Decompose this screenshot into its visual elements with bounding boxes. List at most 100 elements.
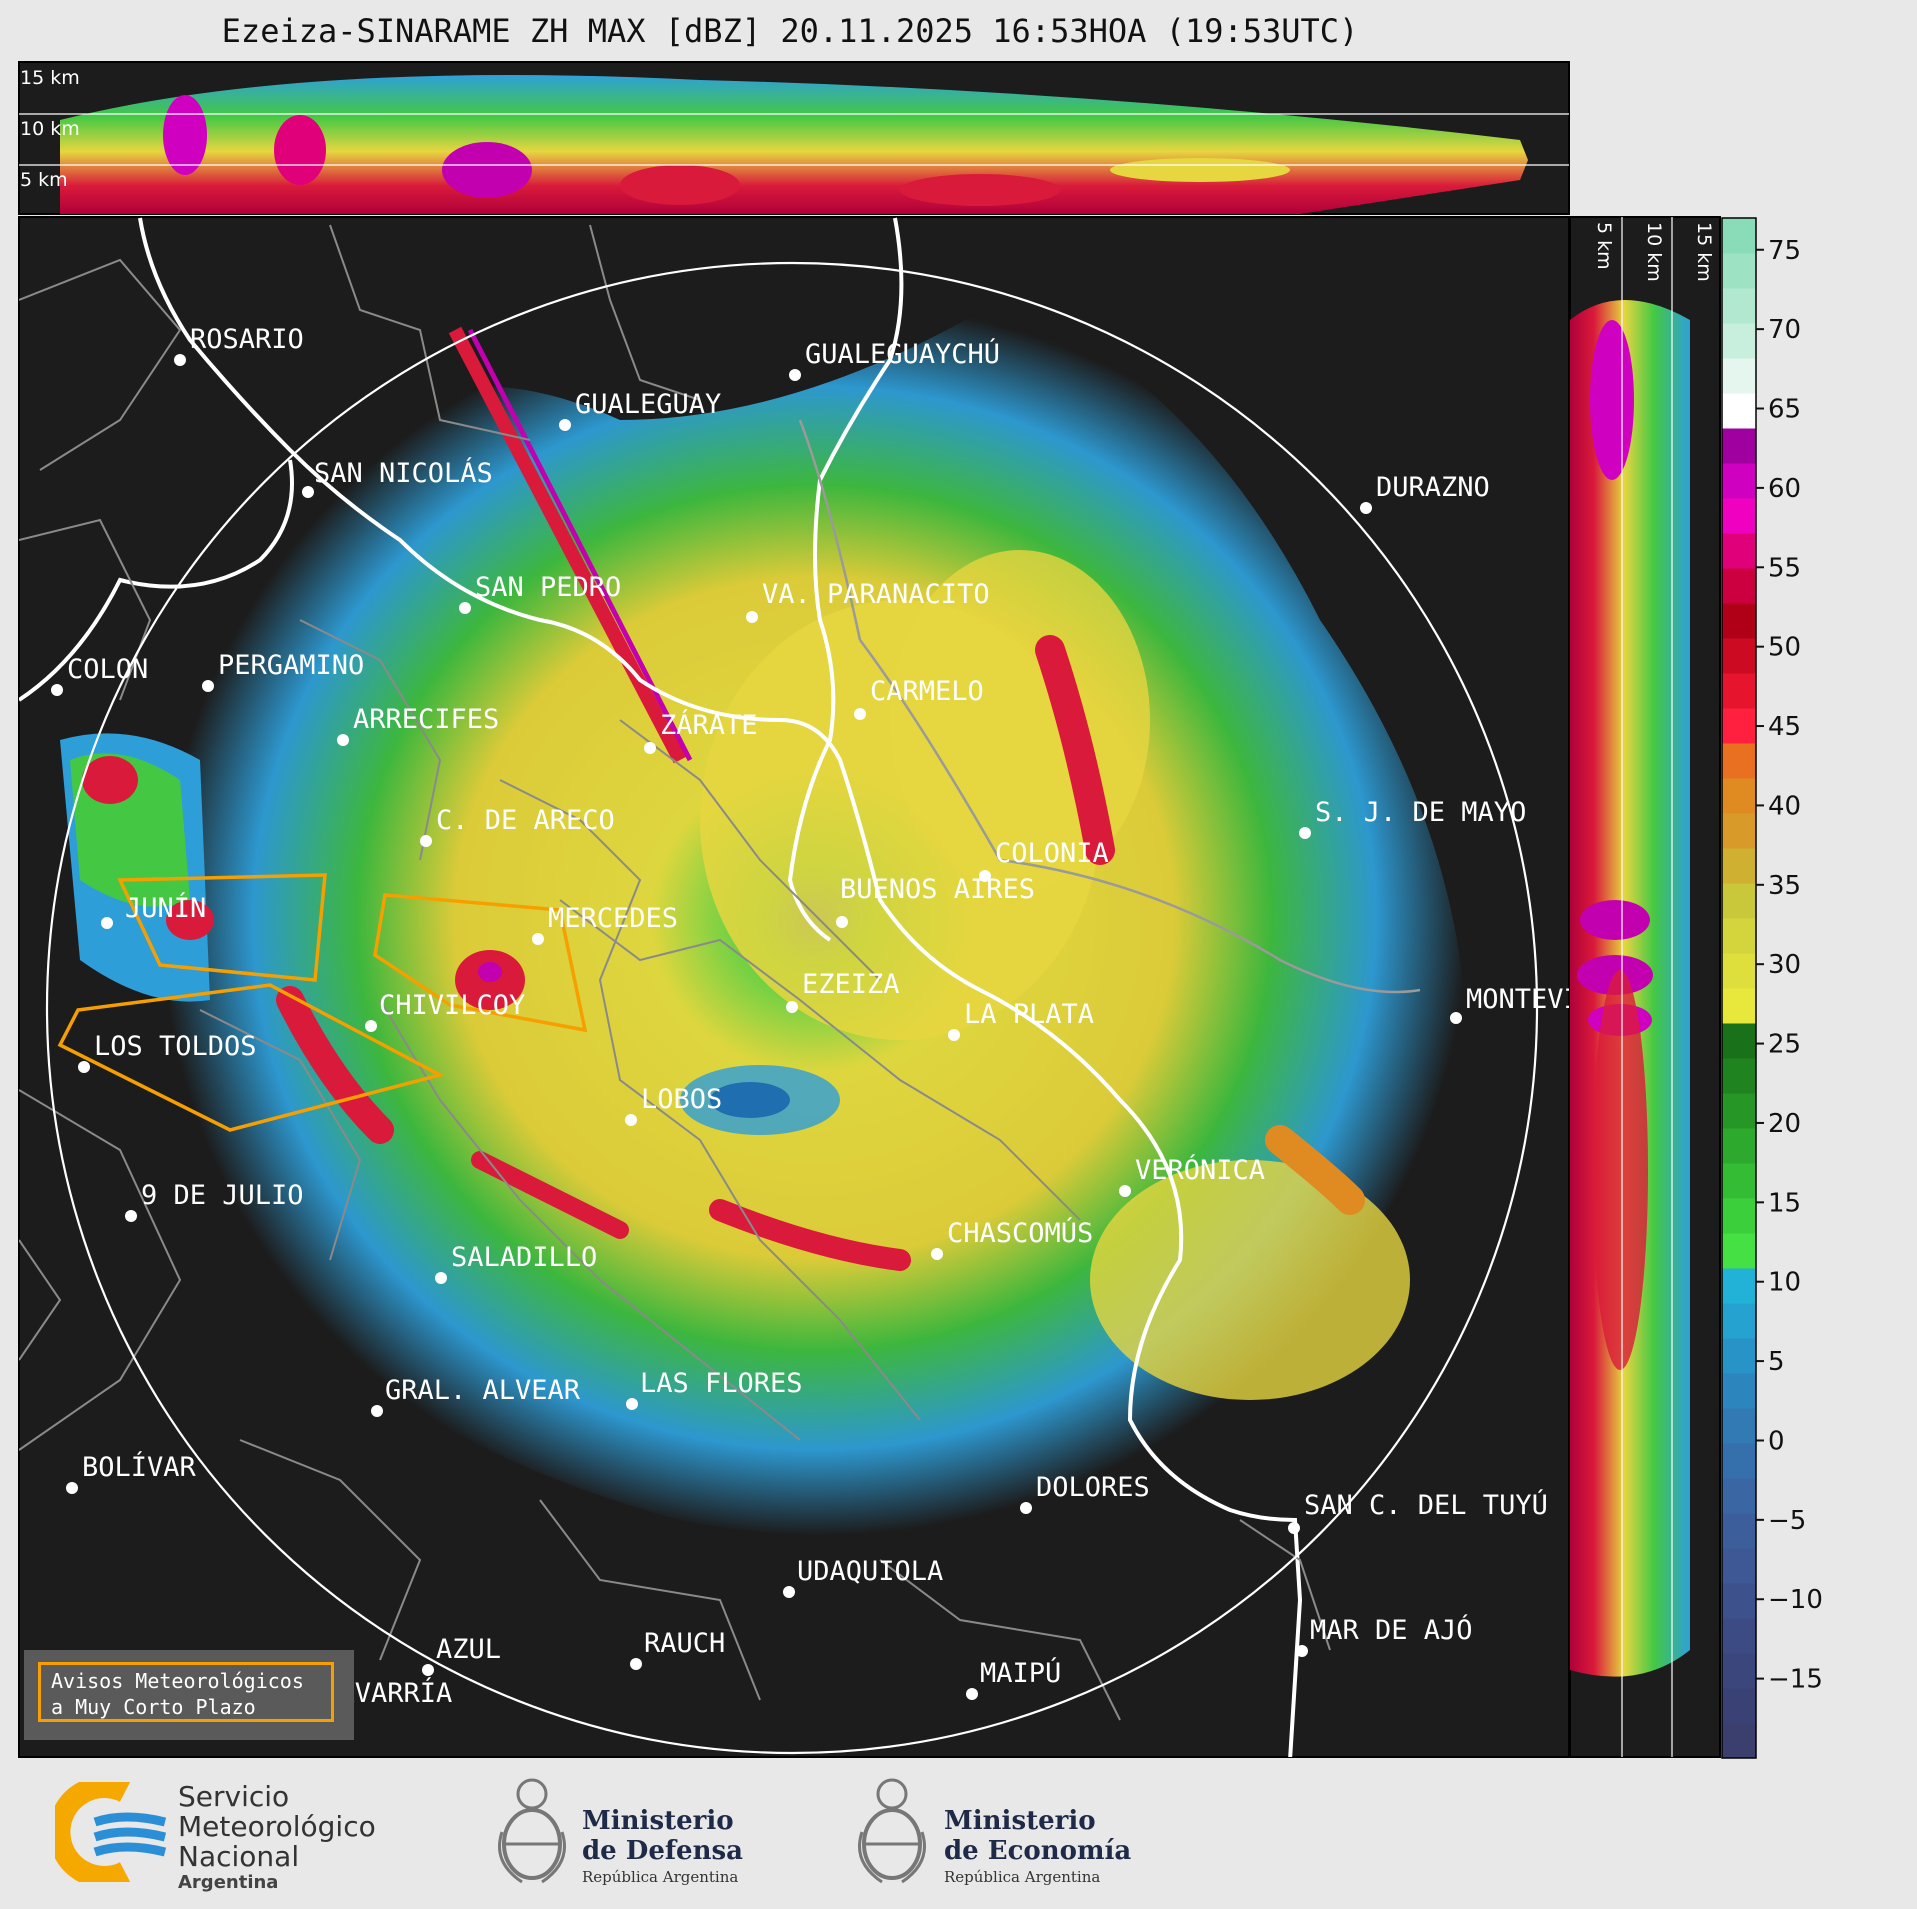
city-marker [532, 933, 544, 945]
city-marker [1296, 1645, 1308, 1657]
economia-line3: República Argentina [944, 1868, 1101, 1886]
city-marker [966, 1688, 978, 1700]
city-marker [1360, 502, 1372, 514]
colorbar-band [1722, 358, 1756, 394]
colorbar-band [1722, 568, 1756, 604]
colorbar-tick-label: 45 [1768, 712, 1801, 742]
city-label: MAR DE AJÓ [1310, 1614, 1473, 1646]
city-label: SALADILLO [451, 1242, 597, 1273]
city-label: SAN C. DEL TUYÚ [1304, 1489, 1548, 1521]
chart-title: Ezeiza-SINARAME ZH MAX [dBZ] 20.11.2025 … [221, 12, 1359, 50]
colorbar-tick-label: 75 [1768, 236, 1801, 266]
city-label: COLON [67, 654, 148, 685]
colorbar-band [1722, 743, 1756, 779]
colorbar-tick-label: 65 [1768, 395, 1801, 425]
colorbar-tick-label: 50 [1768, 633, 1801, 663]
warning-legend-line1: Avisos Meteorológicos [51, 1669, 304, 1693]
city-label: RAUCH [644, 1628, 725, 1659]
colorbar-band [1722, 1653, 1756, 1689]
city-label: CARMELO [870, 676, 984, 707]
city-label: ZÁRATE [660, 709, 758, 741]
colorbar-band [1722, 393, 1756, 429]
colorbar-tick-label: −15 [1768, 1665, 1823, 1695]
colorbar-band [1722, 1443, 1756, 1479]
economia-line1: Ministerio [944, 1806, 1096, 1836]
radar-map [18, 216, 1570, 1758]
city-marker [625, 1114, 637, 1126]
city-marker [630, 1658, 642, 1670]
colorbar-band [1722, 1548, 1756, 1584]
colorbar-tick-label: −10 [1768, 1585, 1823, 1615]
warning-polygons [57, 873, 588, 1132]
colorbar-band [1722, 1093, 1756, 1129]
colorbar-band [1722, 918, 1756, 954]
city-label: MERCEDES [548, 903, 678, 934]
city-label: LA PLATA [964, 999, 1094, 1030]
economia-line2: de Economía [944, 1836, 1132, 1866]
side-alt-label-15: 15 km [1693, 222, 1715, 282]
colorbar-band [1722, 1688, 1756, 1724]
city-label: PERGAMINO [218, 650, 364, 681]
colorbar-band [1722, 813, 1756, 849]
city-marker [626, 1398, 638, 1410]
warning-legend-line2: a Muy Corto Plazo [51, 1695, 256, 1719]
coastline [138, 217, 1303, 1757]
city-label: LAS FLORES [640, 1368, 803, 1399]
colorbar-band [1722, 1268, 1756, 1304]
city-marker [66, 1482, 78, 1494]
colorbar-band [1722, 883, 1756, 919]
smn-line2: Meteorológico [178, 1810, 376, 1843]
city-marker [420, 835, 432, 847]
smn-line4: Argentina [178, 1872, 279, 1893]
city-marker [931, 1248, 943, 1260]
defensa-logo-text: Ministerio de Defensa República Argentin… [582, 1806, 743, 1886]
colorbar-band [1722, 1583, 1756, 1619]
colorbar-tick-label: 0 [1768, 1426, 1785, 1456]
colorbar-tick-label: 70 [1768, 315, 1801, 345]
city-label: GUALEGUAY [575, 389, 721, 420]
city-label: AZUL [436, 1634, 501, 1665]
colorbar-band [1722, 1058, 1756, 1094]
city-marker [1288, 1522, 1300, 1534]
city-label: MAIPÚ [980, 1657, 1061, 1689]
colorbar-band [1722, 498, 1756, 534]
city-marker [559, 419, 571, 431]
city-label: VA. PARANACITO [762, 579, 990, 610]
colorbar-band [1722, 1128, 1756, 1164]
city-label: GRAL. ALVEAR [385, 1375, 581, 1406]
colorbar-band [1722, 708, 1756, 744]
city-marker [302, 486, 314, 498]
colorbar-tick-label: −5 [1768, 1506, 1806, 1536]
colorbar-band [1722, 1373, 1756, 1409]
top-alt-label-5: 5 km [20, 169, 68, 191]
colorbar-band [1722, 1478, 1756, 1514]
city-label: VERÓNICA [1135, 1154, 1265, 1186]
city-marker [459, 602, 471, 614]
colorbar-band [1722, 1513, 1756, 1549]
city-marker [836, 916, 848, 928]
colorbar-band [1722, 463, 1756, 499]
city-marker [365, 1020, 377, 1032]
city-marker [746, 611, 758, 623]
colorbar-band [1722, 1723, 1756, 1759]
defensa-line3: República Argentina [582, 1868, 739, 1886]
range-ring [45, 261, 1539, 1755]
argentina-coat-of-arms-icon [498, 1778, 566, 1884]
city-marker [1119, 1185, 1131, 1197]
city-label: SAN PEDRO [475, 572, 621, 603]
city-label: 9 DE JULIO [141, 1180, 304, 1211]
city-marker [202, 680, 214, 692]
colorbar-tick-label: 15 [1768, 1188, 1801, 1218]
city-marker [422, 1664, 434, 1676]
colorbar-band [1722, 1023, 1756, 1059]
colorbar-band [1722, 1618, 1756, 1654]
top-cross-section: 15 km 10 km 5 km [18, 61, 1570, 215]
colorbar-tick-label: 5 [1768, 1347, 1785, 1377]
city-marker [1450, 1012, 1462, 1024]
city-label: LOS TOLDOS [94, 1031, 257, 1062]
warning-legend: Avisos Meteorológicos a Muy Corto Plazo [24, 1650, 354, 1740]
colorbar-tick-label: 10 [1768, 1268, 1801, 1298]
economia-logo-text: Ministerio de Economía República Argenti… [944, 1806, 1131, 1886]
